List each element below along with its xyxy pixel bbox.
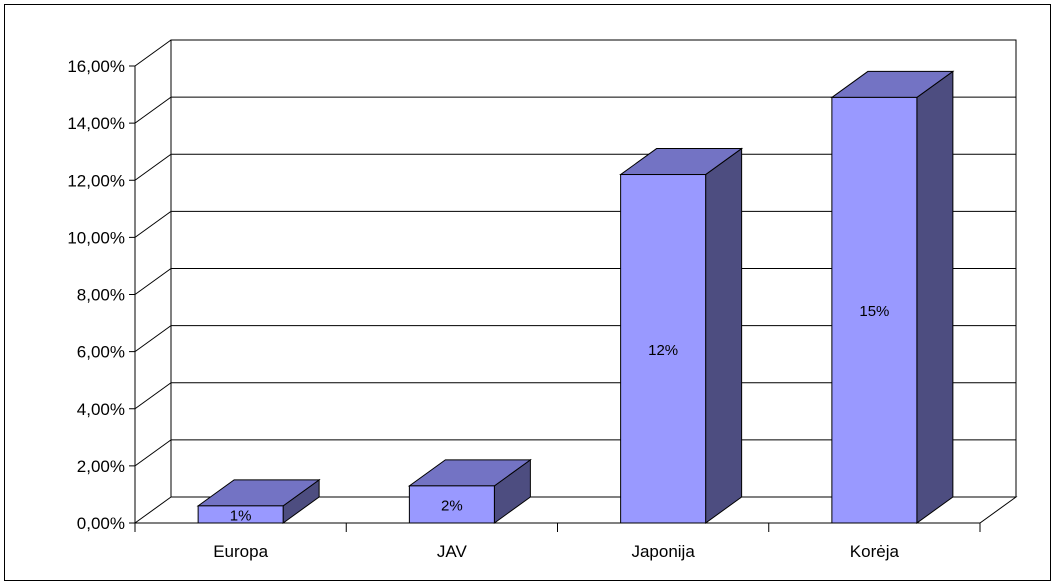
bar-side: [916, 70, 954, 524]
y-tick-label: 14,00%: [67, 114, 125, 133]
side-wall-line: [134, 268, 172, 295]
bar: [830, 70, 955, 524]
data-label: 12%: [648, 342, 678, 359]
data-label: 1%: [230, 507, 252, 524]
y-tick-label: 4,00%: [77, 400, 125, 419]
bar: [407, 458, 532, 524]
category-label: Japonija: [631, 542, 695, 561]
side-wall-line: [134, 325, 172, 353]
side-wall-line: [134, 39, 172, 67]
category-label: Europa: [213, 542, 268, 561]
side-wall-line: [134, 96, 172, 124]
y-tick-label: 16,00%: [67, 57, 125, 76]
bar-front: [620, 174, 707, 524]
side-wall-line: [134, 439, 172, 467]
y-tick-label: 0,00%: [77, 514, 125, 533]
bars: [196, 70, 955, 524]
y-tick-label: 6,00%: [77, 343, 125, 362]
y-tick-label: 8,00%: [77, 286, 125, 305]
y-tick-label: 12,00%: [67, 171, 125, 190]
bar-front: [408, 485, 495, 524]
data-label: 15%: [859, 303, 889, 320]
bar-front: [831, 96, 918, 524]
labels: 0,00% 2,00% 4,00% 6,00% 8,00% 10,00% 12,00% 14,…: [67, 57, 899, 561]
side-wall-line: [134, 382, 172, 410]
data-label: 2%: [441, 497, 463, 514]
bar: [619, 147, 744, 524]
category-label: JAV: [437, 542, 468, 561]
side-wall-line: [134, 496, 172, 524]
bar-front: [197, 505, 284, 524]
side-wall-line: [134, 210, 172, 238]
category-label: Korėja: [850, 542, 900, 561]
y-tick-label: 2,00%: [77, 457, 125, 476]
bar-side: [705, 147, 743, 524]
side-wall-line: [134, 153, 172, 181]
bar: [196, 478, 321, 524]
y-tick-label: 10,00%: [67, 228, 125, 247]
